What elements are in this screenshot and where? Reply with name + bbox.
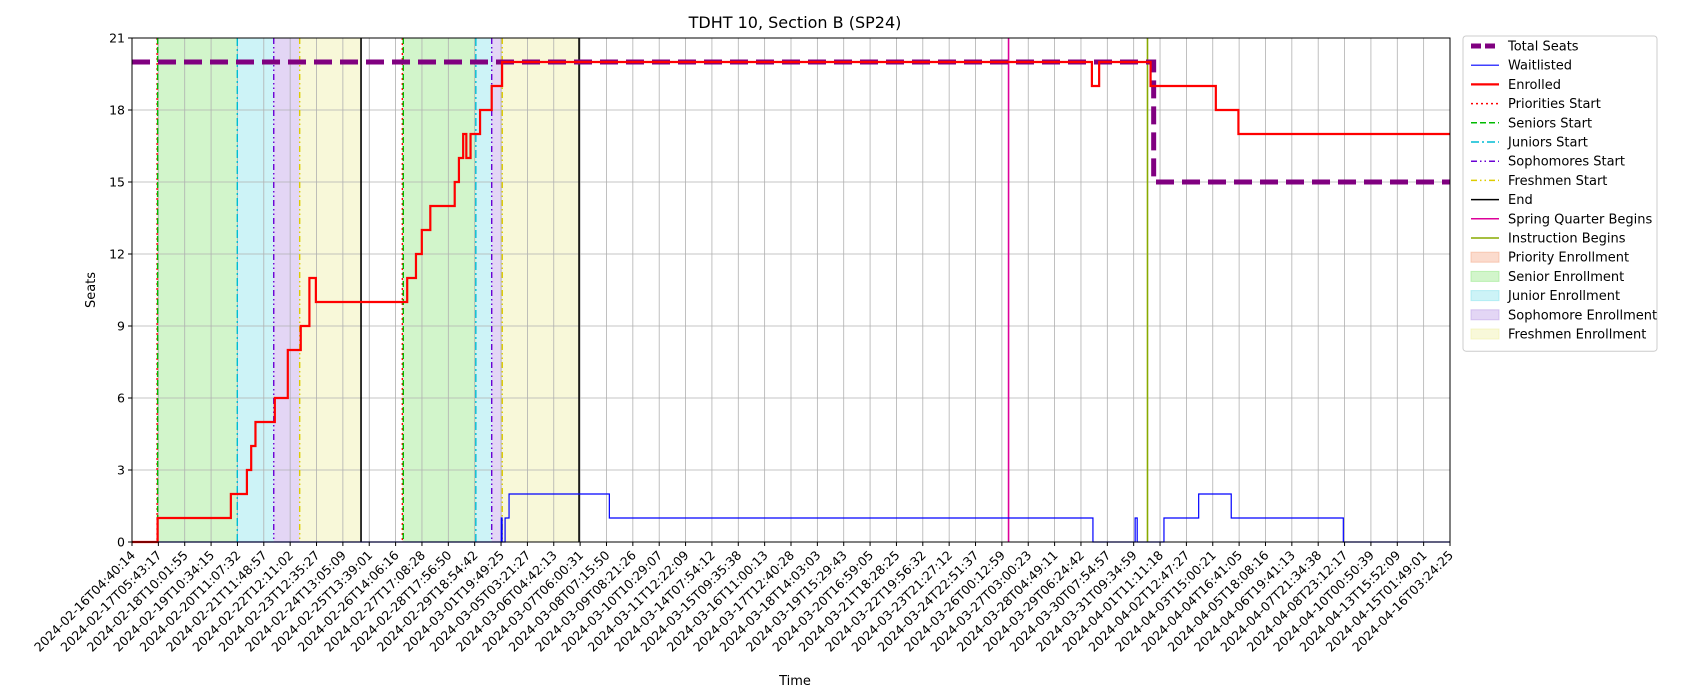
- legend-label: Instruction Begins: [1508, 232, 1626, 247]
- legend-label: Juniors Start: [1507, 136, 1588, 151]
- legend-swatch: [1470, 251, 1500, 263]
- legend-item-junior-enrollment: Junior Enrollment: [1470, 289, 1620, 304]
- y-axis-label: Seats: [84, 272, 99, 308]
- legend-item-freshmen-enrollment: Freshmen Enrollment: [1470, 328, 1646, 343]
- event-markers: [156, 38, 1149, 542]
- legend-label: Spring Quarter Begins: [1508, 212, 1652, 227]
- legend-label: Enrolled: [1508, 78, 1561, 93]
- junior-enrollment-span: [475, 38, 492, 542]
- legend-label: Waitlisted: [1508, 59, 1572, 74]
- legend-item-sophomores-start: Sophomores Start: [1471, 155, 1625, 170]
- x-axis-ticks: 2024-02-16T04:40:142024-02-17T05:43:1720…: [31, 542, 1456, 655]
- enrollment-spans: [157, 38, 580, 542]
- chart-title: TDHT 10, Section B (SP24): [688, 13, 902, 32]
- legend-swatch: [1470, 290, 1500, 302]
- legend-label: Priorities Start: [1508, 97, 1601, 112]
- sophomore-enrollment-span: [273, 38, 300, 542]
- legend-item-seniors-start: Seniors Start: [1471, 116, 1592, 131]
- y-tick-label: 6: [117, 391, 125, 406]
- senior-enrollment-span: [403, 38, 476, 542]
- y-axis-ticks: 0 3 6 9 12 15 18 21: [109, 31, 132, 550]
- legend-swatch: [1470, 270, 1500, 282]
- legend-item-total-seats: Total Seats: [1471, 40, 1579, 55]
- legend: Total Seats Waitlisted Enrolled Priorities …: [1462, 35, 1658, 352]
- legend-label: Freshmen Enrollment: [1508, 328, 1646, 343]
- legend-label: Senior Enrollment: [1508, 270, 1624, 285]
- legend-swatch: [1470, 309, 1500, 321]
- legend-swatch: [1470, 328, 1500, 340]
- legend-label: Total Seats: [1507, 40, 1579, 55]
- legend-item-freshmen-start: Freshmen Start: [1471, 174, 1607, 189]
- legend-item-priorities-start: Priorities Start: [1471, 97, 1601, 112]
- legend-label: Sophomore Enrollment: [1508, 308, 1657, 323]
- legend-label: Priority Enrollment: [1508, 251, 1629, 266]
- y-tick-label: 21: [109, 31, 125, 46]
- junior-enrollment-span: [237, 38, 274, 542]
- legend-item-sophomore-enrollment: Sophomore Enrollment: [1470, 308, 1657, 323]
- freshmen-enrollment-span: [502, 38, 580, 542]
- legend-label: Sophomores Start: [1508, 155, 1625, 170]
- legend-item-priority-enrollment: Priority Enrollment: [1470, 251, 1629, 266]
- legend-item-instruction-begins: Instruction Begins: [1471, 232, 1626, 247]
- y-tick-label: 18: [109, 103, 125, 118]
- legend-item-waitlisted: Waitlisted: [1471, 59, 1572, 74]
- enrolled-line: [132, 60, 1450, 544]
- senior-enrollment-span: [157, 38, 238, 542]
- legend-label: Junior Enrollment: [1507, 289, 1620, 304]
- sophomore-enrollment-span: [491, 38, 503, 542]
- y-tick-label: 3: [117, 463, 125, 478]
- y-tick-label: 15: [109, 175, 125, 190]
- legend-item-juniors-start: Juniors Start: [1471, 136, 1588, 151]
- grid: [131, 37, 1451, 543]
- legend-item-spring-quarter-begins: Spring Quarter Begins: [1471, 212, 1652, 227]
- y-tick-label: 12: [109, 247, 125, 262]
- legend-label: End: [1508, 193, 1533, 208]
- y-tick-label: 0: [117, 535, 125, 550]
- x-axis-label: Time: [778, 674, 811, 689]
- legend-item-enrolled: Enrolled: [1471, 78, 1561, 93]
- legend-box: [1462, 35, 1658, 352]
- legend-label: Freshmen Start: [1508, 174, 1607, 189]
- legend-item-end: End: [1471, 193, 1533, 208]
- legend-item-senior-enrollment: Senior Enrollment: [1470, 270, 1624, 285]
- y-tick-label: 9: [117, 319, 125, 334]
- legend-label: Seniors Start: [1508, 116, 1592, 131]
